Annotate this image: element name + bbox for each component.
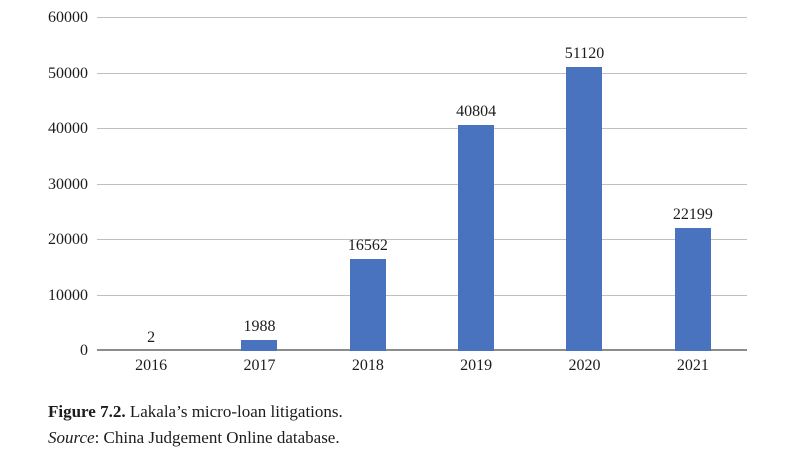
gridline bbox=[97, 183, 747, 185]
y-tick-label: 60000 bbox=[48, 9, 88, 26]
y-axis-labels: 0 10000 20000 30000 40000 50000 60000 bbox=[0, 9, 88, 359]
y-tick-label: 50000 bbox=[48, 64, 88, 82]
bar-slot: 51120 bbox=[530, 18, 638, 351]
bar-value-label: 40804 bbox=[456, 102, 497, 120]
caption-line: Figure 7.2. Lakala’s micro-loan litigati… bbox=[48, 399, 343, 425]
x-tick-label: 2018 bbox=[351, 357, 384, 374]
y-tick-label: 0 bbox=[80, 342, 88, 359]
bar-value-label: 16562 bbox=[347, 237, 388, 255]
bar-slot: 2 bbox=[97, 18, 205, 351]
x-axis-labels: 2016 2017 2018 2019 2020 2021 bbox=[97, 356, 747, 378]
bar bbox=[674, 227, 711, 351]
gridline bbox=[97, 294, 747, 296]
gridline bbox=[97, 72, 747, 74]
source-text: : China Judgement Online database. bbox=[94, 428, 340, 447]
x-tick-label: 2020 bbox=[568, 357, 601, 374]
bar bbox=[349, 259, 386, 351]
gridline bbox=[97, 128, 747, 129]
x-tick-label: 2019 bbox=[460, 357, 493, 374]
source-line: Source: China Judgement Online database. bbox=[48, 425, 343, 451]
y-tick-label: 10000 bbox=[48, 286, 88, 304]
bar bbox=[566, 67, 603, 351]
y-tick-label: 30000 bbox=[48, 175, 88, 193]
bar-slot: 22199 bbox=[639, 18, 747, 351]
bar-slot: 16562 bbox=[314, 18, 422, 351]
x-tick-label: 2017 bbox=[243, 357, 276, 374]
figure-caption: Figure 7.2. Lakala’s micro-loan litigati… bbox=[48, 399, 343, 451]
y-tick-label: 20000 bbox=[48, 231, 88, 248]
bar-value-label: 1988 bbox=[243, 317, 276, 335]
bar bbox=[241, 339, 278, 351]
gridline bbox=[97, 239, 747, 240]
figure-number: Figure 7.2. bbox=[48, 402, 126, 421]
bar-value-label: 22199 bbox=[672, 205, 713, 223]
figure-title: Lakala’s micro-loan litigations. bbox=[125, 402, 343, 421]
bar-value-label: 2 bbox=[147, 329, 156, 346]
bar bbox=[458, 124, 495, 351]
x-axis-line bbox=[97, 349, 747, 351]
bar-value-label: 51120 bbox=[564, 45, 605, 63]
plot-area: 2 1988 16562 40804 51120 22199 bbox=[97, 17, 747, 351]
gridline bbox=[97, 17, 747, 18]
source-label: Source bbox=[48, 428, 95, 447]
x-tick-label: 2016 bbox=[135, 357, 168, 374]
x-tick-label: 2021 bbox=[676, 357, 709, 374]
y-tick-label: 40000 bbox=[48, 120, 88, 137]
bar-slot: 40804 bbox=[422, 18, 530, 351]
bar-slot: 1988 bbox=[205, 18, 313, 351]
